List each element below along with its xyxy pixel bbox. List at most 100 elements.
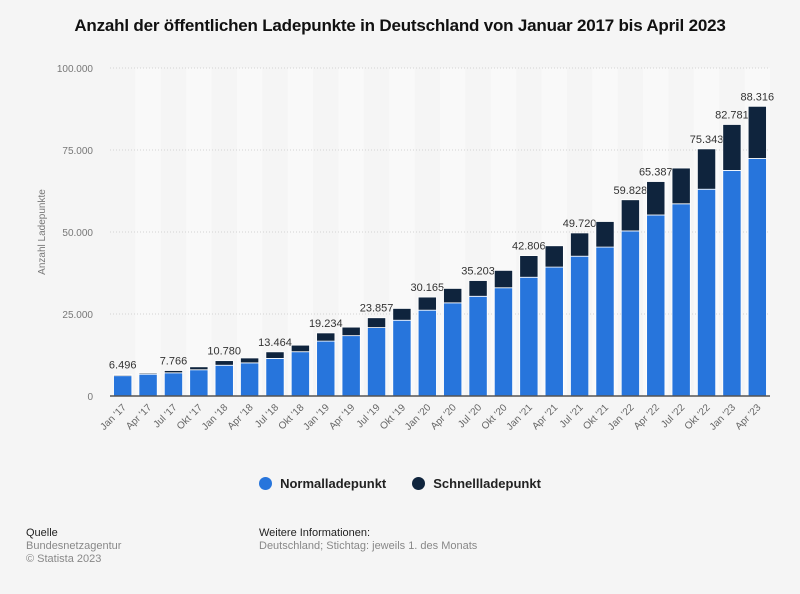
x-tick-label: Apr '19 xyxy=(327,402,357,432)
x-tick-label: Okt '17 xyxy=(175,402,205,432)
data-label: 23.857 xyxy=(360,303,394,315)
bar-fast xyxy=(214,360,234,366)
bar-fast xyxy=(443,288,463,304)
data-label: 59.828 xyxy=(614,185,648,197)
source-block: Quelle Bundesnetzagentur © Statista 2023 xyxy=(26,527,121,566)
data-label: 6.496 xyxy=(109,360,137,372)
bar-normal xyxy=(316,340,336,397)
x-tick-label: Jan '22 xyxy=(606,402,637,433)
bar-fast xyxy=(341,326,361,337)
x-tick-label: Jan '23 xyxy=(708,402,739,433)
x-tick-label: Jan '21 xyxy=(505,402,536,433)
bar-normal xyxy=(290,351,310,397)
bar-normal xyxy=(722,169,742,397)
x-tick-label: Jan '19 xyxy=(302,402,333,433)
data-label: 30.165 xyxy=(410,282,444,294)
bar-fast xyxy=(570,232,590,257)
legend-dot-normal-icon xyxy=(259,477,273,490)
bar-normal xyxy=(646,214,666,397)
bar-fast xyxy=(671,167,691,205)
y-tick-label: 75.000 xyxy=(62,146,93,157)
bar-fast xyxy=(240,357,260,364)
column-band xyxy=(186,68,212,396)
y-tick-label: 25.000 xyxy=(62,310,93,321)
x-tick-label: Okt '20 xyxy=(480,402,510,432)
bar-fast xyxy=(316,332,336,342)
bar-normal xyxy=(570,255,590,397)
bar-fast xyxy=(747,105,767,159)
x-tick-label: Apr '18 xyxy=(226,402,256,432)
x-tick-label: Apr '23 xyxy=(733,402,763,432)
copyright[interactable]: © Statista 2023 xyxy=(26,553,102,565)
legend-item-fast[interactable]: Schnellladepunkt xyxy=(412,476,541,491)
bar-normal xyxy=(468,295,488,397)
bar-normal xyxy=(697,188,717,397)
bar-normal xyxy=(214,364,234,397)
legend-label-normal: Normalladepunkt xyxy=(280,476,387,491)
bar-fast xyxy=(265,351,285,359)
bar-fast xyxy=(163,370,183,374)
bar-fast xyxy=(189,366,209,371)
bar-normal xyxy=(138,373,158,397)
bar-normal xyxy=(265,357,285,397)
data-label: 49.720 xyxy=(563,218,597,230)
y-axis-label: Anzahl Ladepunkte xyxy=(37,189,48,275)
bar-fast xyxy=(722,124,742,171)
info-text: Deutschland; Stichtag: jeweils 1. des Mo… xyxy=(259,540,478,552)
x-tick-label: Jan '17 xyxy=(98,402,129,433)
bar-fast xyxy=(493,269,514,289)
bar-normal xyxy=(189,369,209,397)
bar-normal xyxy=(341,335,361,397)
x-tick-label: Jan '18 xyxy=(200,402,231,433)
chart-title: Anzahl der öffentlichen Ladepunkte in De… xyxy=(74,16,726,35)
data-label: 65.387 xyxy=(639,167,673,179)
legend-item-normal[interactable]: Normalladepunkt xyxy=(259,476,386,491)
bar-normal xyxy=(747,158,767,397)
bar-fast xyxy=(468,280,488,297)
bar-normal xyxy=(366,327,387,397)
y-tick-label: 100.000 xyxy=(57,64,94,75)
x-tick-label: Okt '19 xyxy=(378,402,408,432)
source-title: Quelle xyxy=(26,527,58,539)
bar-fast xyxy=(620,199,640,232)
bar-normal xyxy=(443,302,463,397)
bar-fast xyxy=(290,344,310,353)
bar-normal xyxy=(163,372,183,397)
bar-fast xyxy=(697,148,717,190)
bar-chart: 0 25.000 50.000 75.000 100.000 Anzahl Ladepun… xyxy=(37,64,774,433)
bar-fast xyxy=(366,317,387,328)
data-label: 82.781 xyxy=(715,109,749,121)
bar-fast xyxy=(519,255,539,278)
y-tick-label: 0 xyxy=(87,392,93,403)
data-label: 19.234 xyxy=(309,318,343,330)
bar-fast xyxy=(113,374,133,377)
legend: Normalladepunkt Schnellladepunkt xyxy=(0,476,800,491)
data-label: 10.780 xyxy=(207,346,241,358)
bar-normal xyxy=(620,230,640,397)
info-title: Weitere Informationen: xyxy=(259,527,371,539)
x-tick-label: Apr '22 xyxy=(632,402,662,432)
data-label: 42.806 xyxy=(512,241,546,253)
bar-normal xyxy=(240,362,260,397)
y-tick-label: 50.000 xyxy=(62,228,93,239)
bar-fast xyxy=(392,308,412,321)
x-tick-label: Jan '20 xyxy=(403,402,434,433)
x-tick-label: Apr '21 xyxy=(530,402,560,432)
bar-normal xyxy=(392,319,412,397)
bar-normal xyxy=(671,203,691,397)
bar-fast xyxy=(544,245,564,268)
info-block: Weitere Informationen: Deutschland; Stic… xyxy=(259,527,477,553)
x-tick-label: Okt '22 xyxy=(683,402,713,432)
bar-normal xyxy=(113,375,133,397)
x-tick-label: Okt '18 xyxy=(277,402,307,432)
bar-normal xyxy=(595,246,615,397)
data-label: 7.766 xyxy=(160,356,188,368)
bar-normal xyxy=(493,287,514,397)
source-name[interactable]: Bundesnetzagentur xyxy=(26,540,122,552)
x-tick-label: Okt '21 xyxy=(581,402,611,432)
bar-fast xyxy=(646,181,666,216)
data-label: 75.343 xyxy=(690,134,724,146)
column-band xyxy=(135,68,161,396)
bar-fast xyxy=(138,372,158,375)
x-tick-label: Apr '17 xyxy=(124,402,154,432)
